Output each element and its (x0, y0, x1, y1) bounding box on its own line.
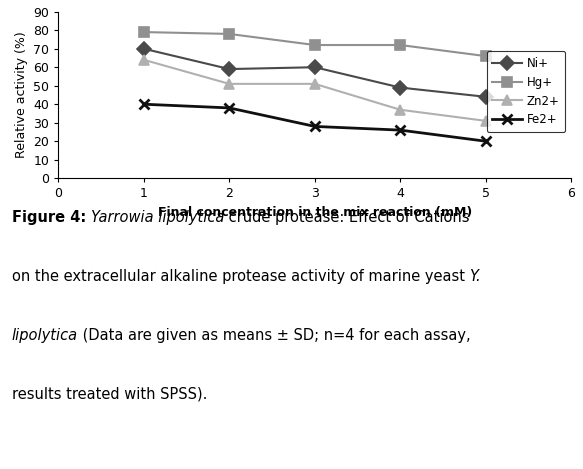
Text: Figure 4:: Figure 4: (12, 210, 91, 225)
X-axis label: Final concentration in the mix reaction (mM): Final concentration in the mix reaction … (157, 206, 472, 219)
Text: on the extracellular alkaline protease activity of marine yeast: on the extracellular alkaline protease a… (12, 269, 469, 284)
Hg+ (226, 31, 233, 37)
Line: Zn2+: Zn2+ (139, 55, 491, 126)
Hg+ (141, 29, 147, 35)
Ni+ (482, 94, 489, 99)
Legend: Ni+, Hg+, Zn2+, Fe2+: Ni+, Hg+, Zn2+, Fe2+ (487, 51, 566, 132)
Hg+ (397, 42, 404, 48)
Ni+ (397, 85, 404, 91)
Text: lipolytica: lipolytica (12, 328, 78, 343)
Text: Yarrowia lipolytica: Yarrowia lipolytica (91, 210, 224, 225)
Zn2+ (397, 107, 404, 113)
Text: results treated with SPSS).: results treated with SPSS). (12, 387, 207, 402)
Ni+ (311, 64, 318, 70)
Text: Y.: Y. (469, 269, 481, 284)
Zn2+ (311, 81, 318, 87)
Zn2+ (226, 81, 233, 87)
Line: Hg+: Hg+ (139, 27, 491, 61)
Fe2+ (311, 124, 318, 129)
Line: Fe2+: Fe2+ (139, 99, 491, 146)
Fe2+ (141, 101, 147, 107)
Text: crude protease: Effect of Cations: crude protease: Effect of Cations (224, 210, 470, 225)
Text: (Data are given as means ± SD; n=4 for each assay,: (Data are given as means ± SD; n=4 for e… (78, 328, 470, 343)
Zn2+ (141, 57, 147, 63)
Fe2+ (482, 138, 489, 144)
Ni+ (226, 66, 233, 72)
Fe2+ (397, 127, 404, 133)
Hg+ (482, 53, 489, 59)
Y-axis label: Relative activity (%): Relative activity (%) (15, 31, 28, 159)
Line: Ni+: Ni+ (139, 44, 491, 102)
Hg+ (311, 42, 318, 48)
Zn2+ (482, 118, 489, 124)
Ni+ (141, 46, 147, 52)
Fe2+ (226, 105, 233, 111)
